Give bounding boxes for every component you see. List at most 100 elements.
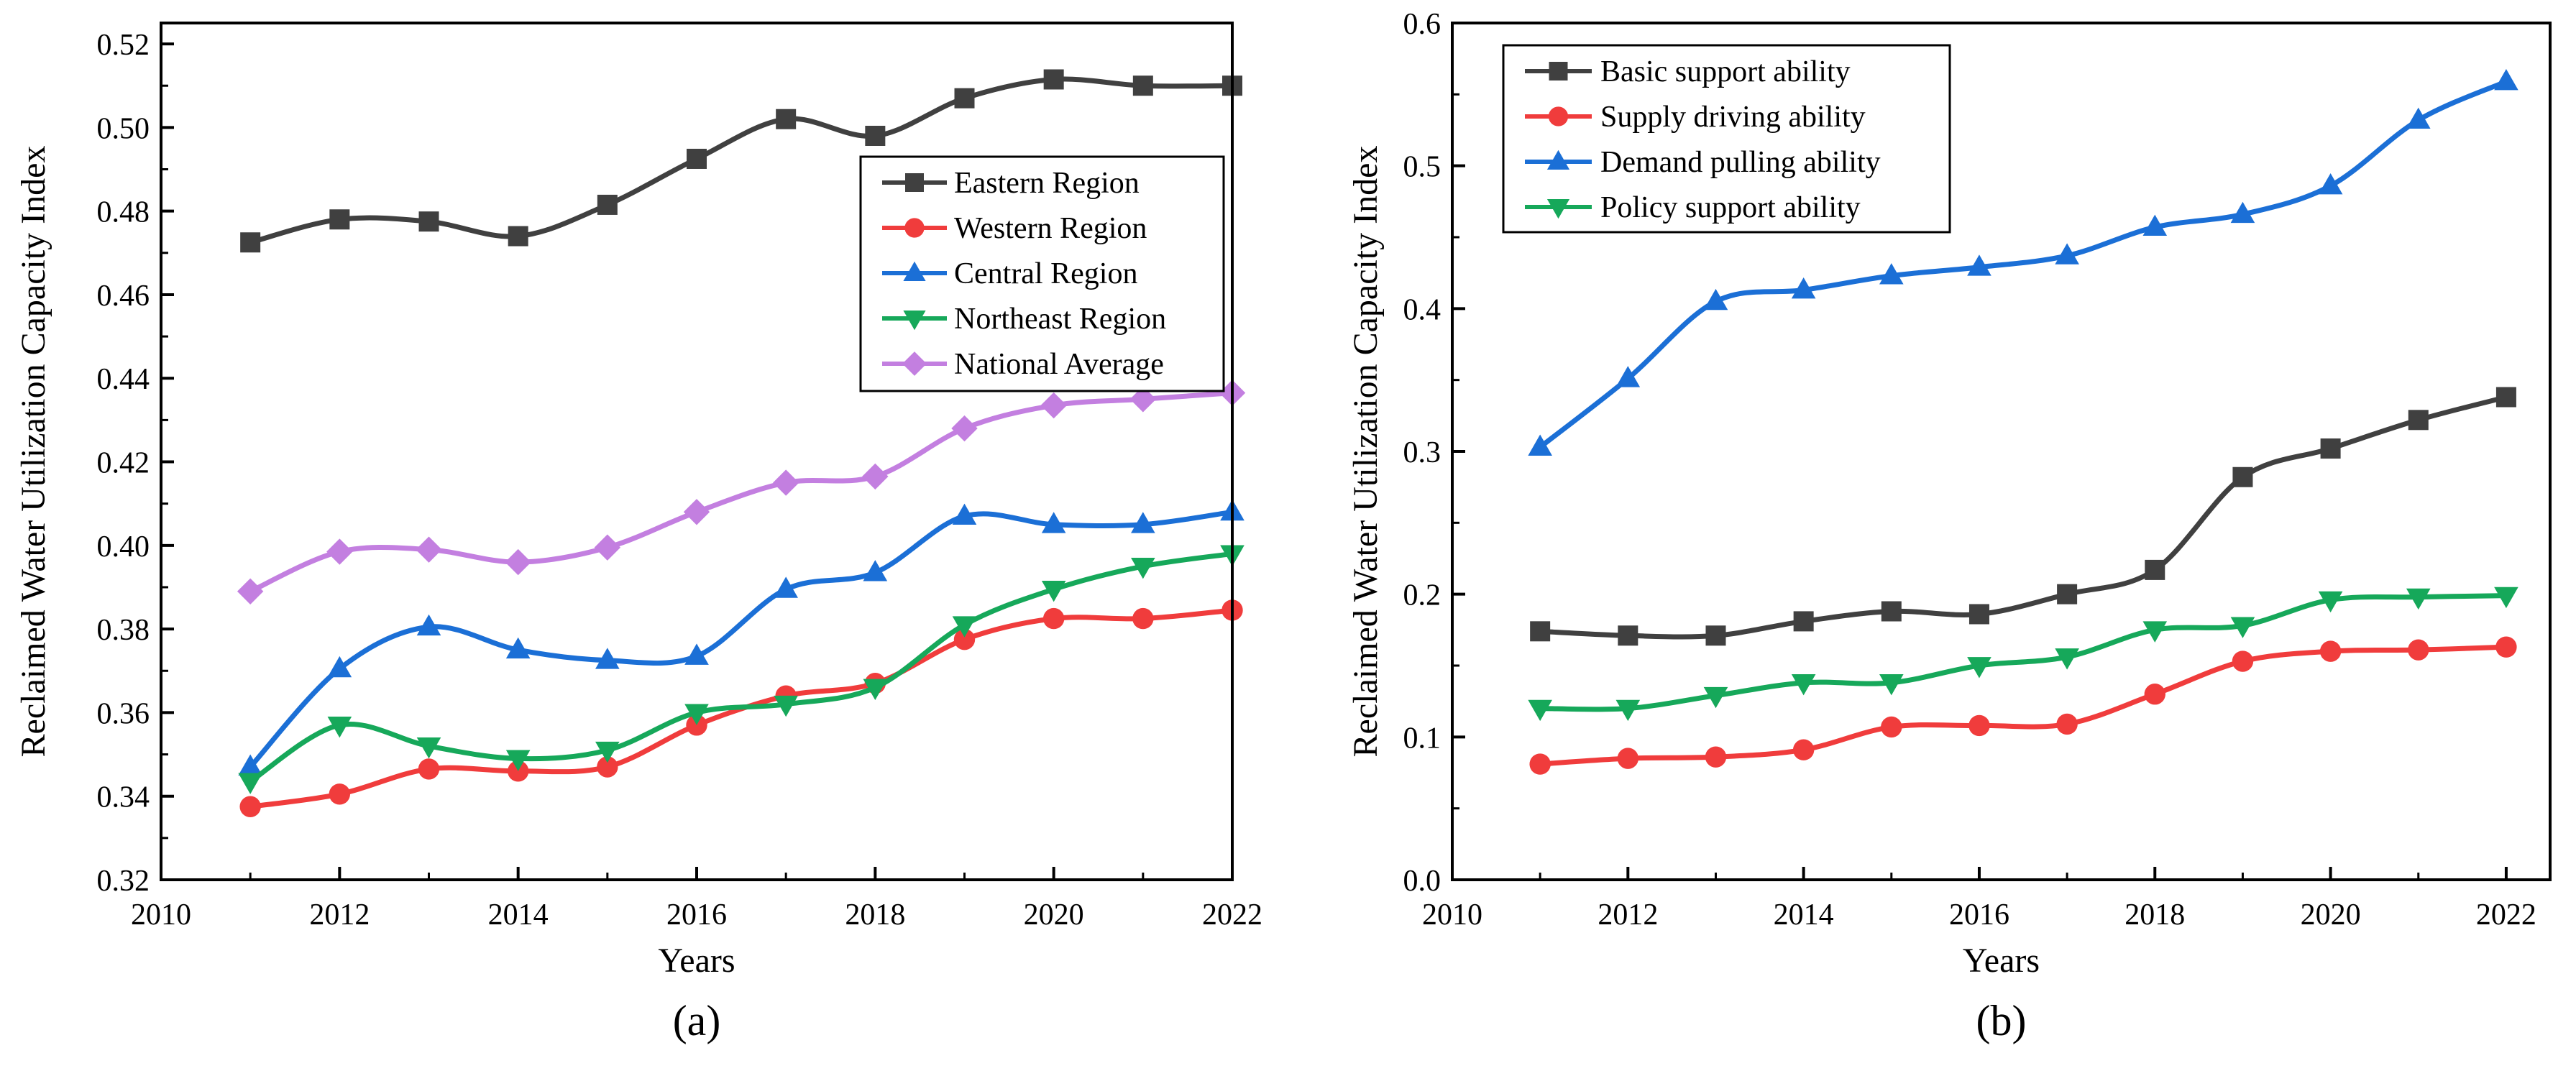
data-point-a-western-region-2013 — [418, 758, 440, 780]
data-point-a-northeast-region-2013 — [416, 737, 441, 759]
series-line-b-basic-support-ability — [1539, 395, 2507, 640]
data-point-b-policy-support-ability-2021 — [2406, 588, 2431, 610]
data-point-a-northeast-region-2014 — [505, 750, 531, 771]
data-point-a-central-region-2012 — [327, 656, 352, 678]
data-point-b-supply-driving-ability-2015 — [1881, 716, 1902, 738]
data-point-a-northeast-region-2020 — [1041, 580, 1066, 602]
data-point-a-eastern-region-2013 — [418, 211, 439, 232]
data-point-b-supply-driving-ability-2018 — [2144, 684, 2165, 705]
data-point-b-basic-support-ability-2012 — [1618, 625, 1638, 646]
data-point-b-policy-support-ability-2018 — [2142, 621, 2168, 643]
data-point-a-central-region-2019 — [952, 503, 977, 525]
data-point-b-supply-driving-ability-2022 — [2495, 636, 2517, 658]
legend-a: Eastern Region Western Region Central Regi… — [859, 155, 1225, 392]
x-axis-title-a: Years — [658, 942, 735, 980]
data-point-b-demand-pulling-ability-2017 — [2055, 243, 2079, 265]
data-point-b-demand-pulling-ability-2022 — [2494, 68, 2518, 91]
data-point-b-policy-support-ability-2015 — [1879, 673, 1904, 696]
data-point-a-northeast-region-2015 — [595, 741, 620, 763]
data-point-b-supply-driving-ability-2020 — [2319, 640, 2342, 662]
legend-label-a-central-region: Central Region — [954, 257, 1137, 290]
data-point-b-demand-pulling-ability-2018 — [2142, 214, 2168, 236]
data-point-b-demand-pulling-ability-2012 — [1615, 366, 1641, 387]
legend-label-a-eastern-region: Eastern Region — [954, 167, 1140, 200]
x-tick-label-a-2018: 2018 — [845, 898, 905, 932]
data-point-a-eastern-region-2018 — [865, 125, 886, 146]
x-tick-label-a-2012: 2012 — [309, 898, 370, 932]
data-point-a-national-average-2017 — [772, 469, 799, 496]
x-tick-label-b-2020: 2020 — [2301, 898, 2361, 932]
x-axis-title-b: Years — [1963, 942, 2040, 980]
x-tick-label-a-2020: 2020 — [1024, 898, 1084, 932]
y-tick-label-b-4: 0.4 — [1403, 293, 1441, 326]
y-tick-label-b-0: 0.0 — [1403, 865, 1441, 898]
data-point-a-national-average-2018 — [862, 463, 889, 490]
y-tick-label-a-6: 0.44 — [97, 363, 150, 396]
data-point-a-northeast-region-2011 — [238, 773, 262, 794]
data-point-a-central-region-2014 — [505, 637, 531, 659]
y-axis-title-a: Reclaimed Water Utilization Capacity Ind… — [14, 146, 52, 758]
legend-box-b — [1502, 44, 1951, 234]
data-point-b-basic-support-ability-2011 — [1530, 621, 1551, 642]
data-point-a-northeast-region-2017 — [774, 695, 798, 717]
data-point-b-supply-driving-ability-2012 — [1617, 748, 1639, 769]
series-line-b-supply-driving-ability — [1539, 644, 2507, 767]
data-point-a-eastern-region-2012 — [329, 209, 350, 230]
legend-item-b-demand-pulling-ability: Demand pulling ability — [1525, 146, 1881, 179]
y-tick-label-a-3: 0.38 — [97, 614, 150, 647]
data-point-b-policy-support-ability-2013 — [1703, 686, 1728, 709]
x-tick-label-a-2022: 2022 — [1202, 898, 1262, 932]
data-point-a-eastern-region-2011 — [240, 232, 261, 253]
data-point-b-policy-support-ability-2011 — [1528, 699, 1552, 722]
data-point-a-national-average-2016 — [683, 499, 710, 525]
y-axis-title-b: Reclaimed Water Utilization Capacity Ind… — [1347, 146, 1385, 758]
legend-item-b-policy-support-ability: Policy support ability — [1525, 191, 1861, 224]
x-tick-label-b-2022: 2022 — [2476, 898, 2536, 932]
data-point-b-supply-driving-ability-2019 — [2232, 650, 2254, 672]
data-point-b-demand-pulling-ability-2021 — [2406, 107, 2431, 129]
legend-label-a-national-average: National Average — [954, 348, 1164, 381]
data-point-a-northeast-region-2018 — [863, 679, 888, 701]
data-point-a-central-region-2021 — [1131, 512, 1155, 533]
data-point-a-central-region-2011 — [238, 754, 262, 776]
x-tick-label-a-2010: 2010 — [131, 898, 191, 932]
y-tick-label-b-2: 0.2 — [1403, 579, 1441, 612]
series-b-policy-support-ability — [1528, 587, 2518, 722]
legend-item-a-central-region: Central Region — [882, 257, 1137, 290]
data-point-a-northeast-region-2012 — [327, 716, 352, 738]
panel-label-b: (b) — [1976, 997, 2027, 1044]
data-point-a-central-region-2015 — [595, 648, 620, 669]
y-tick-label-b-1: 0.1 — [1403, 722, 1441, 755]
data-point-b-policy-support-ability-2019 — [2230, 617, 2255, 638]
series-line-b-policy-support-ability — [1540, 593, 2506, 712]
legend-label-b-basic-support-ability: Basic support ability — [1600, 55, 1851, 88]
data-point-a-eastern-region-2019 — [954, 88, 975, 109]
data-point-b-supply-driving-ability-2014 — [1792, 739, 1815, 760]
legend-marker-a-northeast-region — [903, 310, 926, 331]
x-tick-label-b-2016: 2016 — [1949, 898, 2009, 932]
y-tick-label-a-9: 0.50 — [97, 112, 150, 145]
data-point-b-demand-pulling-ability-2013 — [1703, 288, 1728, 311]
data-point-b-supply-driving-ability-2021 — [2408, 639, 2429, 661]
data-point-b-demand-pulling-ability-2011 — [1528, 434, 1552, 456]
legend-b: Basic support ability Supply driving abil… — [1502, 44, 1951, 234]
data-point-b-basic-support-ability-2014 — [1793, 611, 1814, 632]
data-point-a-western-region-2012 — [329, 783, 351, 805]
y-tick-label-a-8: 0.48 — [97, 196, 150, 229]
data-point-b-basic-support-ability-2020 — [2320, 438, 2341, 459]
data-point-a-central-region-2018 — [863, 560, 888, 581]
legend-label-a-western-region: Western Region — [954, 212, 1147, 245]
data-point-a-eastern-region-2015 — [597, 194, 618, 215]
data-point-a-central-region-2017 — [774, 576, 798, 598]
legend-marker-a-eastern-region — [905, 173, 924, 192]
data-point-a-national-average-2021 — [1129, 386, 1157, 413]
series-a-national-average — [237, 380, 1246, 604]
data-point-a-national-average-2011 — [237, 578, 264, 604]
data-point-a-western-region-2011 — [239, 796, 261, 817]
data-point-b-supply-driving-ability-2016 — [1968, 714, 1990, 737]
series-a-eastern-region — [240, 69, 1242, 253]
legend-marker-a-central-region — [903, 261, 926, 282]
y-tick-label-b-3: 0.3 — [1403, 436, 1441, 469]
legend-item-b-supply-driving-ability: Supply driving ability — [1525, 101, 1866, 134]
x-tick-label-b-2010: 2010 — [1422, 898, 1482, 932]
